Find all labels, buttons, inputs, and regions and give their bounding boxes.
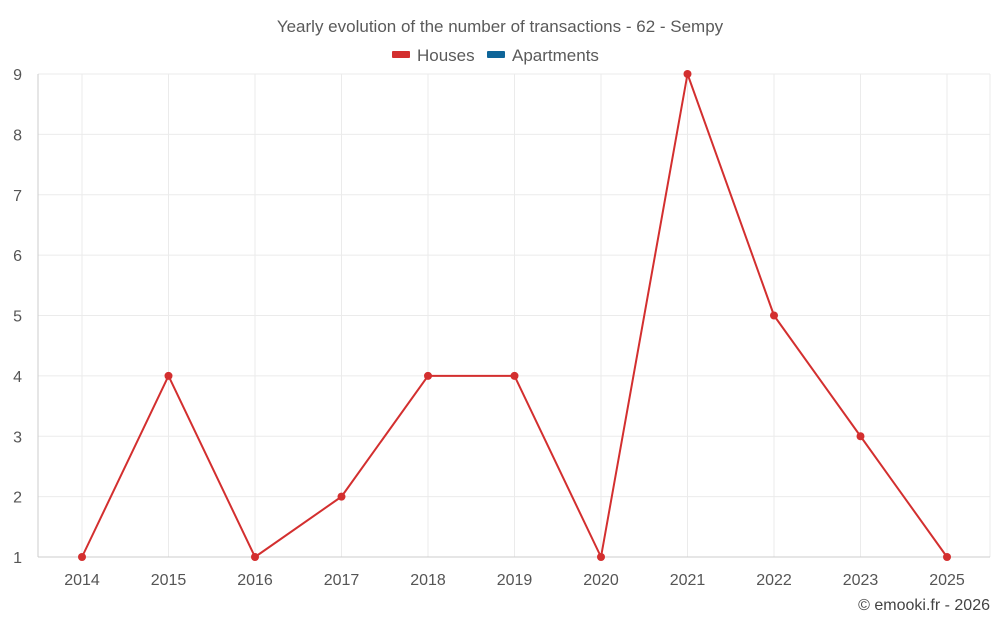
x-tick-label: 2017 [324,572,360,589]
y-tick-label: 3 [13,429,22,446]
series-houses [78,70,951,561]
data-point-houses[interactable] [510,371,519,380]
y-tick-label: 9 [13,67,22,84]
y-tick-label: 6 [13,248,22,265]
y-tick-label: 8 [13,127,22,144]
data-point-houses[interactable] [856,432,865,441]
x-tick-label: 2022 [756,572,792,589]
legend-swatch-apartments [487,51,505,58]
x-tick-label: 2018 [410,572,446,589]
data-point-houses[interactable] [164,371,173,380]
x-tick-label: 2021 [670,572,706,589]
data-point-houses[interactable] [424,371,432,380]
x-tick-label: 2014 [64,572,100,589]
credit-text: © emooki.fr - 2026 [858,597,990,614]
y-tick-label: 5 [13,309,22,326]
axes [37,74,990,558]
x-tick-label: 2020 [583,572,619,589]
data-point-houses[interactable] [251,553,259,561]
data-point-houses[interactable] [683,70,692,78]
x-tick-label: 2015 [151,572,187,589]
data-point-houses[interactable] [337,492,346,501]
legend-swatch-houses [392,51,410,58]
data-point-houses[interactable] [78,553,86,561]
x-tick-label: 2016 [237,572,273,589]
legend-item-apartments[interactable]: Apartments [487,46,599,65]
y-tick-label: 1 [13,550,22,567]
y-tick-label: 7 [13,188,22,205]
legend-label-apartments[interactable]: Apartments [512,46,599,65]
x-axis-ticks: 2014 2015 2016 2017 2018 2019 2020 2021 2022 2023… [64,572,965,589]
x-tick-label: 2025 [929,572,965,589]
legend-label-houses[interactable]: Houses [417,46,475,65]
chart-title: Yearly evolution of the number of transa… [277,17,724,36]
data-point-houses[interactable] [597,553,605,561]
x-tick-label: 2019 [497,572,533,589]
legend-item-houses[interactable]: Houses [392,46,475,65]
x-tick-label: 2023 [843,572,879,589]
grid [38,73,991,557]
data-point-houses[interactable] [943,553,951,561]
legend[interactable]: Houses Apartments [392,46,599,65]
y-axis-ticks: 1 2 3 4 5 6 7 8 9 [13,67,22,567]
data-point-houses[interactable] [770,311,778,320]
y-tick-label: 2 [13,490,22,507]
y-tick-label: 4 [13,369,22,386]
